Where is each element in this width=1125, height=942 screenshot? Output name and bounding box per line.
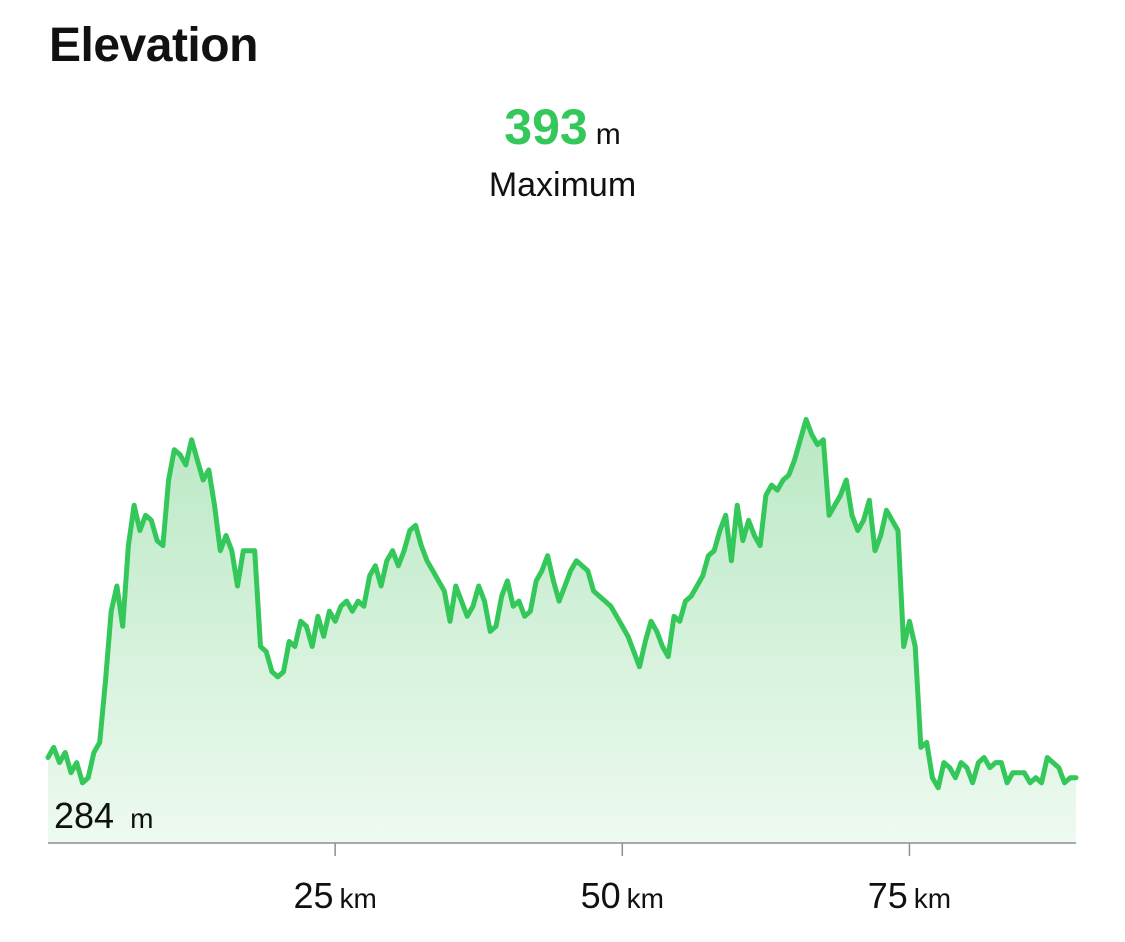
minimum-unit: m [130,803,153,834]
maximum-label: Maximum [488,166,637,204]
x-tick-value: 25 [293,875,333,916]
maximum-value-row: 393 m [504,102,620,152]
x-tick-value: 50 [581,875,621,916]
maximum-summary: 393 m Maximum [0,102,1125,205]
elevation-line [45,417,1079,791]
elevation-area-fill [48,419,1076,843]
x-tick-label: 25 km [293,875,376,916]
x-tick-label: 50 km [581,875,664,916]
page-title: Elevation [49,19,258,72]
x-tick-value: 75 [868,875,908,916]
x-tick-unit: km [340,883,377,914]
maximum-unit: m [595,118,621,151]
x-axis-ticks: 25 km 50 km 75 km [293,843,951,916]
minimum-value: 284 [54,795,114,836]
maximum-value: 393 [504,99,588,155]
x-tick-label: 75 km [868,875,951,916]
x-tick-unit: km [627,883,664,914]
minimum-label: 284 m [54,795,153,836]
x-tick-unit: km [914,883,951,914]
